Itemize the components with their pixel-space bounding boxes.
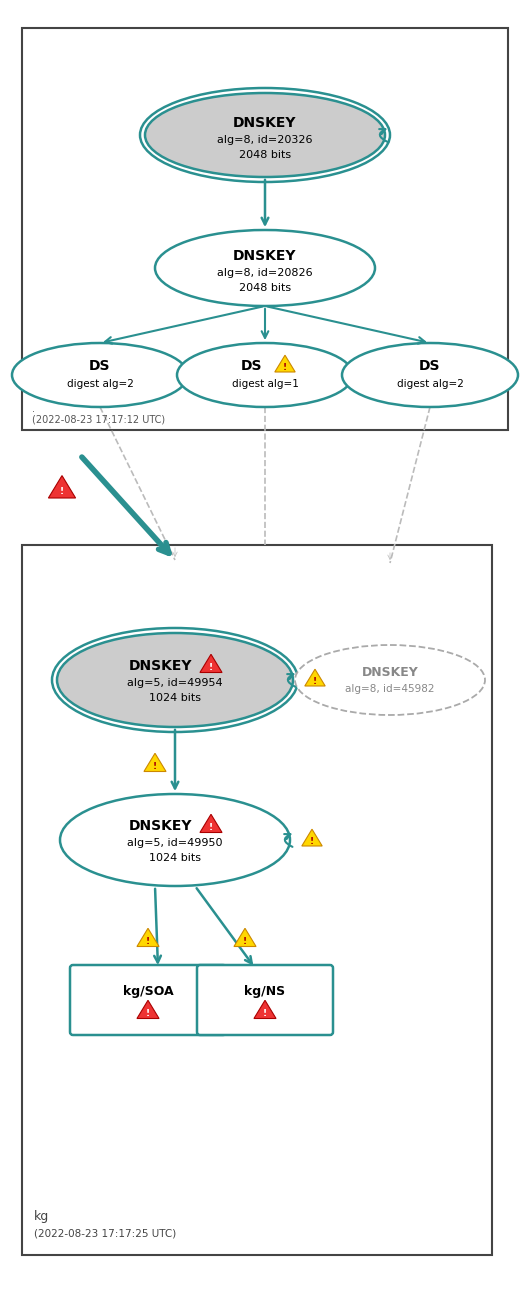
- Text: 1024 bits: 1024 bits: [149, 853, 201, 864]
- Text: DNSKEY: DNSKEY: [233, 116, 297, 130]
- Bar: [22, 545, 492, 1255]
- Text: 2048 bits: 2048 bits: [239, 150, 291, 160]
- Text: !: !: [263, 1009, 267, 1018]
- Text: !: !: [243, 937, 247, 946]
- Ellipse shape: [155, 229, 375, 305]
- Text: digest alg=2: digest alg=2: [66, 379, 133, 389]
- Text: alg=5, id=49954: alg=5, id=49954: [127, 678, 223, 688]
- Polygon shape: [254, 1000, 276, 1018]
- Polygon shape: [137, 1000, 159, 1018]
- Ellipse shape: [145, 93, 385, 177]
- Text: DNSKEY: DNSKEY: [362, 665, 418, 678]
- Polygon shape: [48, 476, 75, 498]
- Text: !: !: [209, 822, 213, 831]
- Ellipse shape: [60, 794, 290, 886]
- Text: !: !: [60, 487, 64, 496]
- Text: DNSKEY: DNSKEY: [233, 249, 297, 263]
- Ellipse shape: [57, 633, 293, 727]
- Bar: [22, 28, 508, 431]
- Text: !: !: [310, 837, 314, 846]
- Text: (2022-08-23 17:17:25 UTC): (2022-08-23 17:17:25 UTC): [34, 1228, 176, 1239]
- FancyBboxPatch shape: [197, 965, 333, 1035]
- FancyBboxPatch shape: [70, 965, 226, 1035]
- Polygon shape: [137, 928, 159, 946]
- Text: !: !: [146, 937, 150, 946]
- Text: digest alg=1: digest alg=1: [232, 379, 298, 389]
- Polygon shape: [302, 829, 322, 846]
- Text: digest alg=2: digest alg=2: [397, 379, 464, 389]
- Text: alg=8, id=20326: alg=8, id=20326: [217, 135, 313, 144]
- Polygon shape: [200, 655, 222, 673]
- Polygon shape: [234, 928, 256, 946]
- Text: !: !: [313, 677, 317, 686]
- Polygon shape: [305, 669, 325, 686]
- Text: alg=5, id=49950: alg=5, id=49950: [127, 838, 222, 848]
- Text: kg: kg: [34, 1210, 49, 1223]
- Polygon shape: [200, 815, 222, 833]
- Text: alg=8, id=45982: alg=8, id=45982: [345, 684, 435, 693]
- Text: 2048 bits: 2048 bits: [239, 284, 291, 293]
- Text: (2022-08-23 17:17:12 UTC): (2022-08-23 17:17:12 UTC): [32, 414, 165, 424]
- Text: kg/NS: kg/NS: [244, 986, 286, 999]
- Text: 1024 bits: 1024 bits: [149, 693, 201, 703]
- Text: alg=8, id=20826: alg=8, id=20826: [217, 268, 313, 278]
- Text: !: !: [153, 762, 157, 771]
- Text: DS: DS: [89, 360, 111, 373]
- Polygon shape: [275, 356, 295, 373]
- Ellipse shape: [12, 343, 188, 407]
- Text: DNSKEY: DNSKEY: [129, 819, 193, 833]
- Text: DS: DS: [240, 360, 262, 373]
- Text: DS: DS: [419, 360, 441, 373]
- Text: !: !: [146, 1009, 150, 1018]
- Text: .: .: [32, 403, 35, 414]
- Polygon shape: [144, 753, 166, 772]
- Ellipse shape: [177, 343, 353, 407]
- Ellipse shape: [342, 343, 518, 407]
- Ellipse shape: [295, 644, 485, 715]
- Text: DNSKEY: DNSKEY: [129, 659, 193, 673]
- Text: !: !: [209, 663, 213, 672]
- Text: !: !: [283, 362, 287, 371]
- Text: kg/SOA: kg/SOA: [123, 986, 173, 999]
